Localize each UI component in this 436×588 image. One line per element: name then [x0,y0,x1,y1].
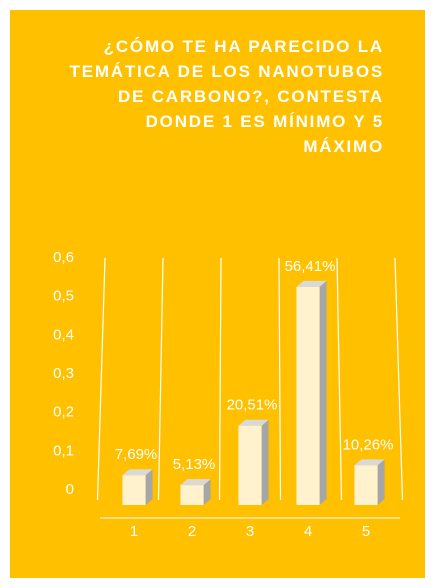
x-tick-label: 2 [188,523,196,540]
x-tick-label: 1 [130,523,138,540]
x-tick-label: 3 [246,523,254,540]
data-label: 20,51% [227,397,278,414]
wall-line [157,257,164,501]
y-tick-label: 0,4 [53,326,74,343]
wall-line [96,257,106,501]
bar-top [238,419,269,426]
data-label: 7,69% [115,446,158,463]
bar-top [296,280,327,287]
x-tick-label: 4 [304,523,312,540]
bar [296,286,320,505]
data-label: 5,13% [173,456,216,473]
bar-top [354,459,385,466]
bar-side [319,280,327,505]
wall-line [394,257,404,501]
y-tick-label: 0,2 [53,404,74,421]
bar-side [145,469,153,505]
bar [354,465,378,505]
data-label: 56,41% [285,258,336,275]
bar [238,425,262,505]
y-tick-label: 0,6 [53,249,74,266]
bar [180,485,204,505]
y-tick-label: 0 [66,481,74,498]
bar-side [203,479,211,505]
bar-side [377,459,385,505]
bar-top [122,469,153,476]
bar [122,475,146,505]
bar-top [180,479,211,486]
y-tick-label: 0,5 [53,288,74,305]
y-tick-label: 0,3 [53,365,74,382]
wall-line [218,257,222,501]
data-label: 10,26% [343,436,394,453]
y-tick-label: 0,1 [53,442,74,459]
x-tick-label: 5 [362,523,370,540]
bar-side [261,419,269,505]
chart-title: ¿CÓMO TE HA PARECIDO LA TEMÁTICA DE LOS … [69,37,384,156]
wall-line [278,257,282,501]
wall-line [336,257,343,501]
